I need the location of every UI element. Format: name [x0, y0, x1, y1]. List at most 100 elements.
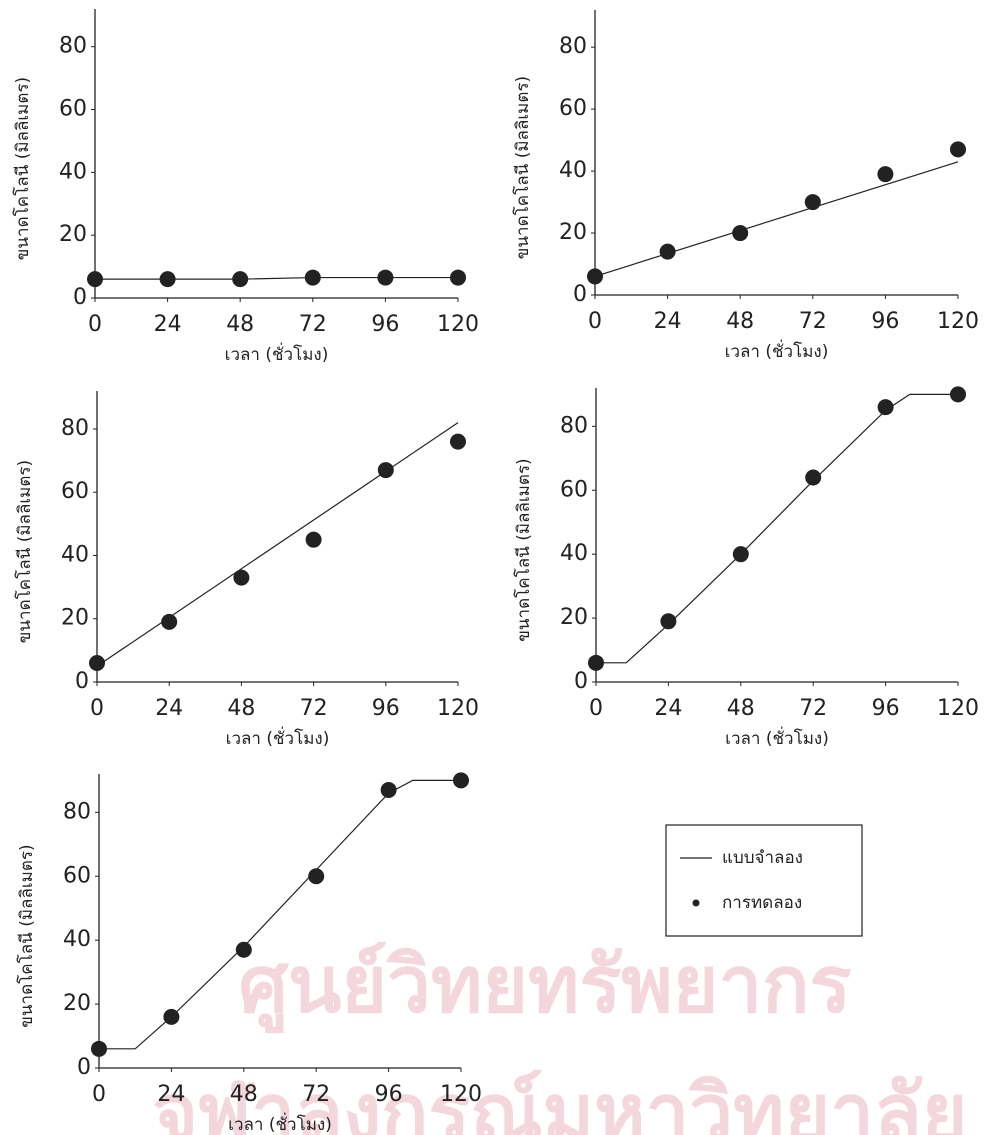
- y-tick-label: 40: [560, 541, 588, 566]
- data-point: [587, 268, 603, 285]
- y-tick-label: 40: [63, 927, 91, 952]
- x-tick-label: 96: [375, 1082, 403, 1107]
- model-line: [99, 779, 461, 1050]
- data-point: [950, 386, 966, 403]
- x-tick-label: 48: [226, 312, 254, 337]
- data-point: [304, 269, 321, 286]
- y-tick-label: 80: [559, 34, 587, 59]
- data-point: [877, 399, 894, 416]
- y-tick-label: 0: [73, 285, 87, 310]
- y-axis-label: ขนาดโคโลนี (มิลลิเมตร): [512, 76, 533, 259]
- x-axis-label: เวลา (ชั่วโมง): [226, 726, 330, 749]
- y-axis-label: ขนาดโคโลนี (มิลลิเมตร): [14, 460, 35, 643]
- x-axis-label: เวลา (ชั่วโมง): [225, 342, 329, 365]
- x-tick-label: 48: [227, 696, 255, 721]
- y-tick-label: 20: [59, 222, 87, 247]
- data-point: [877, 166, 894, 183]
- data-point: [804, 194, 821, 211]
- x-tick-label: 120: [437, 696, 479, 721]
- y-tick-label: 20: [63, 991, 91, 1016]
- y-axis-label: ขนาดโคโลนี (มิลลิเมตร): [513, 458, 534, 641]
- model-line: [95, 276, 458, 280]
- x-tick-label: 0: [588, 309, 602, 334]
- x-tick-label: 96: [871, 309, 899, 334]
- x-tick-label: 0: [88, 312, 102, 337]
- data-point: [163, 1008, 180, 1025]
- data-point: [732, 225, 749, 242]
- y-tick-label: 20: [560, 605, 588, 630]
- x-tick-label: 24: [157, 1082, 185, 1107]
- data-point: [377, 269, 394, 286]
- x-tick-label: 120: [937, 309, 979, 334]
- x-tick-label: 120: [437, 312, 479, 337]
- data-point: [161, 613, 178, 630]
- y-tick-label: 80: [61, 416, 89, 441]
- data-point: [450, 433, 466, 450]
- x-tick-label: 24: [654, 309, 682, 334]
- model-line: [96, 422, 459, 667]
- y-tick-label: 20: [61, 606, 89, 631]
- model-line: [594, 161, 959, 277]
- x-tick-label: 24: [654, 696, 682, 721]
- x-tick-label: 24: [155, 696, 183, 721]
- y-tick-label: 0: [75, 669, 89, 694]
- x-tick-label: 0: [90, 696, 104, 721]
- data-point: [660, 613, 677, 630]
- y-tick-label: 0: [77, 1055, 91, 1080]
- legend-box: [665, 824, 863, 937]
- data-point: [659, 243, 676, 260]
- legend-marker: [692, 899, 700, 907]
- y-tick-label: 60: [61, 479, 89, 504]
- x-tick-label: 72: [799, 696, 827, 721]
- data-point: [232, 271, 249, 288]
- x-tick-label: 120: [937, 696, 979, 721]
- data-point: [950, 141, 966, 158]
- data-point: [588, 654, 604, 671]
- data-point: [380, 781, 397, 798]
- y-tick-label: 60: [59, 97, 87, 122]
- x-tick-label: 96: [371, 312, 399, 337]
- panel: 0 20 40 60 80 0 24 48 72 96 120 เวลา (ชั่วโมง) ขนาดโ…: [16, 772, 482, 1135]
- y-tick-label: 80: [560, 413, 588, 438]
- y-tick-label: 20: [559, 220, 587, 245]
- legend-label: การทดลอง: [722, 893, 802, 913]
- watermark: จุฬาลงกรณ์มหาวิทยาลัย: [152, 1068, 967, 1135]
- y-axis-label: ขนาดโคโลนี (มิลลิเมตร): [16, 844, 37, 1027]
- data-point: [89, 655, 105, 672]
- x-tick-label: 96: [372, 696, 400, 721]
- data-point: [450, 269, 466, 286]
- data-point: [377, 462, 394, 479]
- legend: แบบจำลอง การทดลอง: [665, 824, 863, 937]
- data-point: [91, 1040, 107, 1057]
- data-point: [235, 941, 252, 958]
- y-tick-label: 60: [560, 477, 588, 502]
- x-axis-label: เวลา (ชั่วโมง): [228, 1112, 332, 1135]
- x-axis-label: เวลา (ชั่วโมง): [725, 726, 829, 749]
- x-tick-label: 72: [299, 312, 327, 337]
- y-axis-label: ขนาดโคโลนี (มิลลิเมตร): [12, 77, 33, 260]
- y-tick-label: 0: [573, 282, 587, 307]
- x-tick-label: 0: [92, 1082, 106, 1107]
- x-tick-label: 48: [727, 696, 755, 721]
- data-point: [305, 531, 322, 548]
- data-point: [308, 868, 325, 885]
- data-point: [233, 569, 250, 586]
- panel: 0 20 40 60 80 0 24 48 72 96 120 เวลา (ชั่วโมง) ขนาดโ…: [14, 391, 479, 749]
- y-tick-label: 60: [63, 863, 91, 888]
- x-tick-label: 72: [302, 1082, 330, 1107]
- y-tick-label: 40: [61, 542, 89, 567]
- data-point: [87, 271, 103, 288]
- x-tick-label: 120: [440, 1082, 482, 1107]
- y-tick-label: 40: [59, 159, 87, 184]
- data-point: [453, 772, 469, 789]
- data-point: [732, 546, 749, 563]
- data-point: [805, 469, 822, 486]
- x-tick-label: 72: [799, 309, 827, 334]
- x-tick-label: 24: [154, 312, 182, 337]
- x-tick-label: 48: [726, 309, 754, 334]
- y-tick-label: 80: [59, 34, 87, 59]
- data-point: [159, 271, 176, 288]
- panel: 0 20 40 60 80 0 24 48 72 96 120 เวลา (ชั่วโมง) ขนาดโ…: [513, 386, 979, 749]
- y-tick-label: 40: [559, 158, 587, 183]
